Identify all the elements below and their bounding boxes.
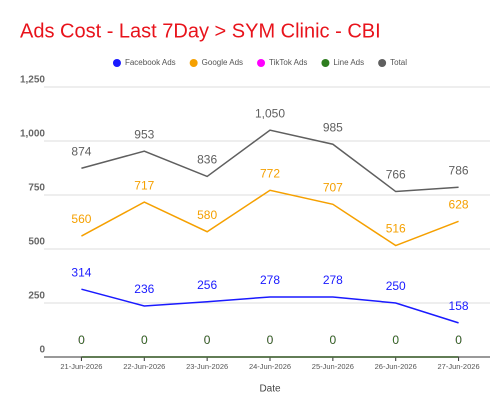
- data-label: 516: [386, 222, 406, 236]
- y-tick-label: 1,250: [20, 75, 45, 86]
- data-label: 0: [267, 333, 274, 347]
- data-label: 256: [197, 278, 217, 292]
- series-line: [81, 189, 459, 247]
- data-label: 717: [134, 178, 154, 192]
- legend-label: TikTok Ads: [269, 58, 307, 67]
- y-tick-label: 500: [28, 237, 45, 248]
- y-tick-label: 1,000: [20, 129, 45, 140]
- data-label: 628: [449, 198, 469, 212]
- data-label: 836: [197, 153, 217, 167]
- data-label: 0: [267, 333, 274, 347]
- data-label: 0: [204, 333, 211, 347]
- data-label: 0: [204, 333, 211, 347]
- legend-swatch: [257, 59, 266, 67]
- x-tick-label: 23-Jun-2026: [186, 362, 228, 371]
- data-label: 158: [449, 299, 469, 313]
- chart-title: Ads Cost - Last 7Day > SYM Clinic - CBI: [20, 20, 381, 42]
- data-label: 0: [330, 333, 337, 347]
- legend-swatch: [378, 59, 387, 67]
- data-label: 0: [78, 333, 85, 347]
- data-label: 0: [141, 333, 148, 347]
- data-label: 766: [386, 168, 406, 182]
- data-label: 0: [455, 333, 462, 347]
- data-label: 580: [197, 208, 217, 222]
- legend: Facebook Ads Google Ads TikTok Ads Line Ads…: [112, 58, 407, 67]
- legend-label: Line Ads: [333, 58, 364, 67]
- x-tick-label: 26-Jun-2026: [375, 362, 417, 371]
- data-label: 278: [260, 273, 280, 287]
- data-label: 953: [134, 127, 154, 141]
- data-label: 0: [392, 333, 399, 347]
- data-label: 772: [260, 166, 280, 180]
- data-label: 278: [323, 273, 343, 287]
- y-tick-label: 750: [28, 183, 45, 194]
- legend-swatch: [189, 59, 198, 67]
- data-label: 874: [71, 144, 91, 158]
- x-tick-label: 25-Jun-2026: [312, 362, 354, 371]
- legend-label: Total: [390, 58, 407, 67]
- data-label: 985: [323, 120, 343, 134]
- x-tick-label: 27-Jun-2026: [438, 362, 480, 371]
- data-label: 0: [330, 333, 337, 347]
- data-label: 314: [71, 265, 91, 279]
- x-tick-label: 22-Jun-2026: [123, 362, 165, 371]
- series-line: [81, 288, 459, 324]
- y-tick-label: 250: [28, 291, 45, 302]
- data-label: 0: [141, 333, 148, 347]
- data-label: 0: [392, 333, 399, 347]
- x-axis-label: Date: [259, 384, 281, 395]
- series-line: [81, 129, 459, 193]
- data-label: 560: [71, 212, 91, 226]
- data-label: 236: [134, 282, 154, 296]
- data-label: 1,050: [255, 106, 285, 120]
- data-label: 250: [386, 279, 406, 293]
- data-label: 786: [449, 163, 469, 177]
- x-tick-label: 21-Jun-2026: [60, 362, 102, 371]
- legend-swatch: [112, 59, 121, 67]
- legend-label: Google Ads: [202, 58, 243, 67]
- data-label: 0: [78, 333, 85, 347]
- x-tick-label: 24-Jun-2026: [249, 362, 291, 371]
- data-label: 707: [323, 180, 343, 194]
- legend-label: Facebook Ads: [125, 58, 176, 67]
- data-label: 0: [455, 333, 462, 347]
- y-tick-label: 0: [39, 345, 45, 356]
- legend-swatch: [321, 59, 330, 67]
